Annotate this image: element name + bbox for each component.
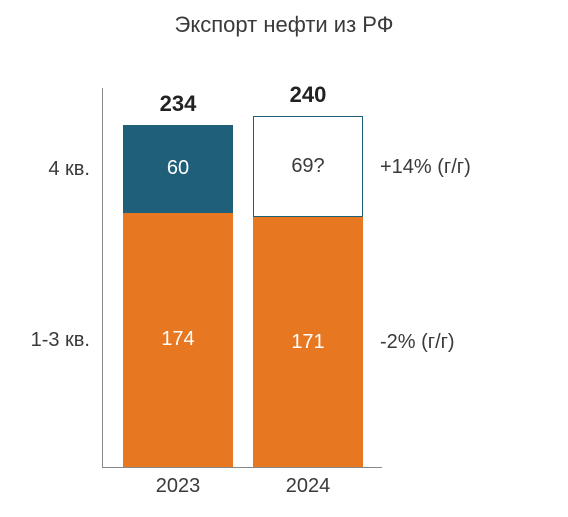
row-label-q1-3: 1-3 кв.	[0, 329, 90, 352]
chart-title: Экспорт нефти из РФ	[0, 12, 568, 38]
x-axis-label: 2024	[253, 475, 363, 498]
x-axis-label: 2023	[123, 475, 233, 498]
bar-total: 240	[253, 82, 363, 108]
bar-segment-top: 60	[123, 125, 233, 213]
row-label-q4: 4 кв.	[0, 158, 90, 181]
bar-segment-bottom: 171	[253, 217, 363, 467]
yoy-annotation-q4: +14% (г/г)	[380, 156, 471, 179]
bar-segment-bottom: 174	[123, 213, 233, 467]
bar-total: 234	[123, 91, 233, 117]
chart-plot-area: 17460234202317169?2402024	[102, 88, 382, 468]
yoy-annotation-q1-3: -2% (г/г)	[380, 331, 455, 354]
bar-segment-top: 69?	[253, 116, 363, 217]
